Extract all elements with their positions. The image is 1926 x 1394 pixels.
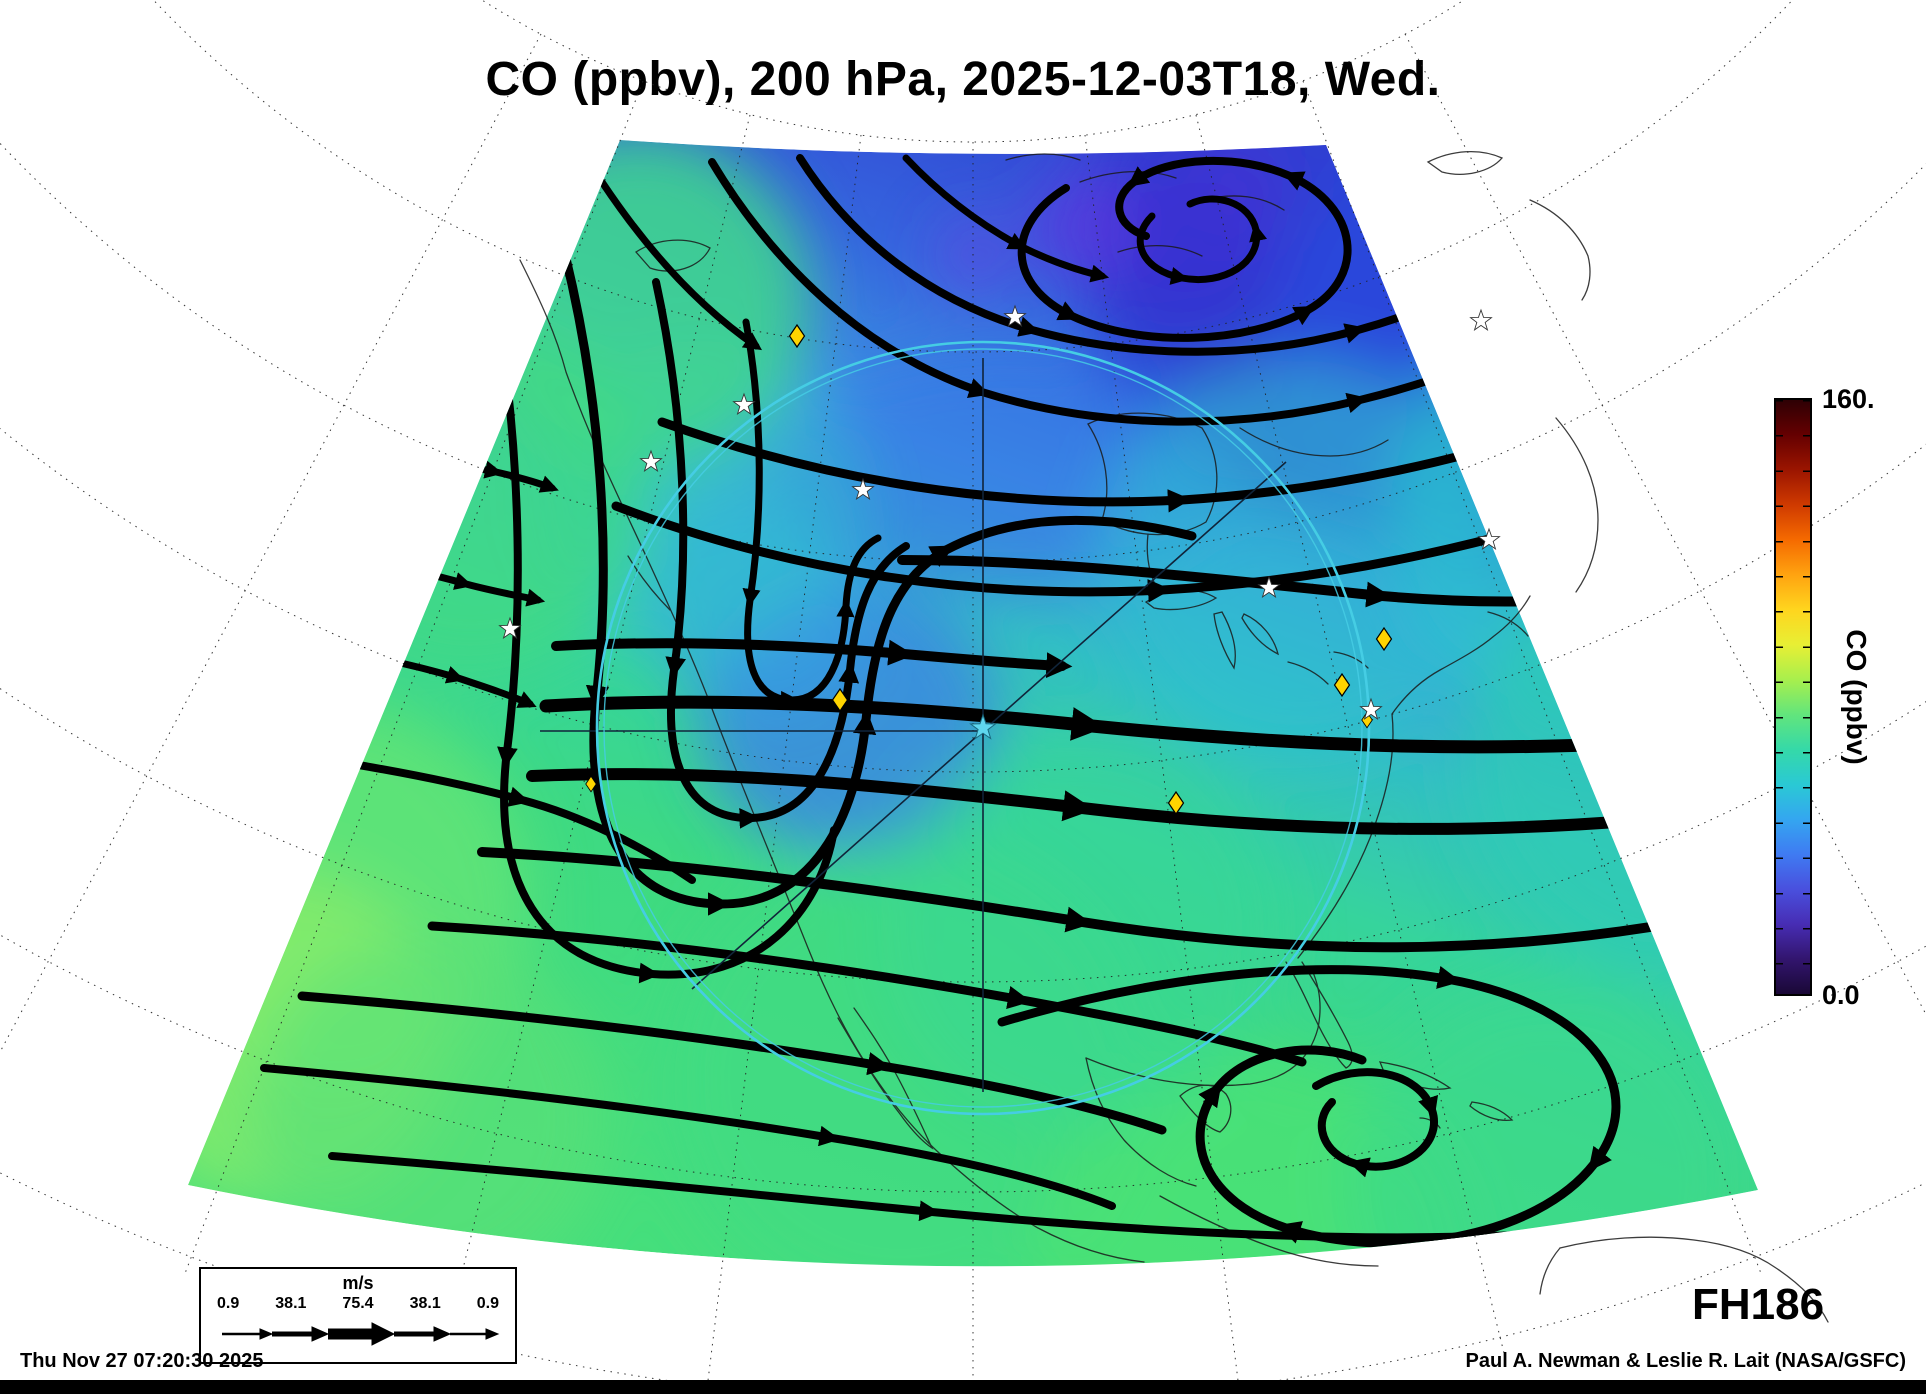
credit-line: Paul A. Newman & Leslie R. Lait (NASA/GS… [1465, 1350, 1906, 1372]
wind-legend-value: 38.1 [409, 1295, 441, 1312]
cyclone-spiral [1017, 156, 1352, 342]
colorbar-ticks-right [1803, 400, 1810, 994]
colorbar-max-label: 160. [1822, 384, 1875, 414]
colorbar [1774, 398, 1812, 996]
wind-speed-legend: m/s 0.9 38.1 75.4 38.1 0.9 [199, 1267, 517, 1364]
streamlines [260, 154, 1756, 1248]
colorbar-ticks-left [1776, 400, 1783, 994]
co-field [188, 140, 1758, 1267]
wind-legend-value: 0.9 [217, 1295, 240, 1312]
wind-legend-value: 38.1 [275, 1295, 307, 1312]
colorbar-min-label: 0.0 [1822, 980, 1860, 1010]
wind-legend-value: 0.9 [476, 1295, 499, 1312]
generation-timestamp: Thu Nov 27 07:20:30 2025 [20, 1350, 264, 1372]
bottom-bar [0, 1380, 1926, 1394]
wind-legend-value: 75.4 [342, 1295, 374, 1312]
figure-title: CO (ppbv), 200 hPa, 2025-12-03T18, Wed. [485, 53, 1441, 106]
forecast-hour-label: FH186 [1692, 1280, 1825, 1329]
range-ring [595, 340, 1371, 1116]
wind-legend-unit: m/s [342, 1273, 374, 1293]
wind-legend-values: 0.9 38.1 75.4 38.1 0.9 [201, 1295, 515, 1313]
colorbar-axis-label: CO (ppbv) [1841, 629, 1872, 765]
wind-arrow-scale [222, 1322, 500, 1346]
anticyclone-spiral [997, 965, 1621, 1248]
